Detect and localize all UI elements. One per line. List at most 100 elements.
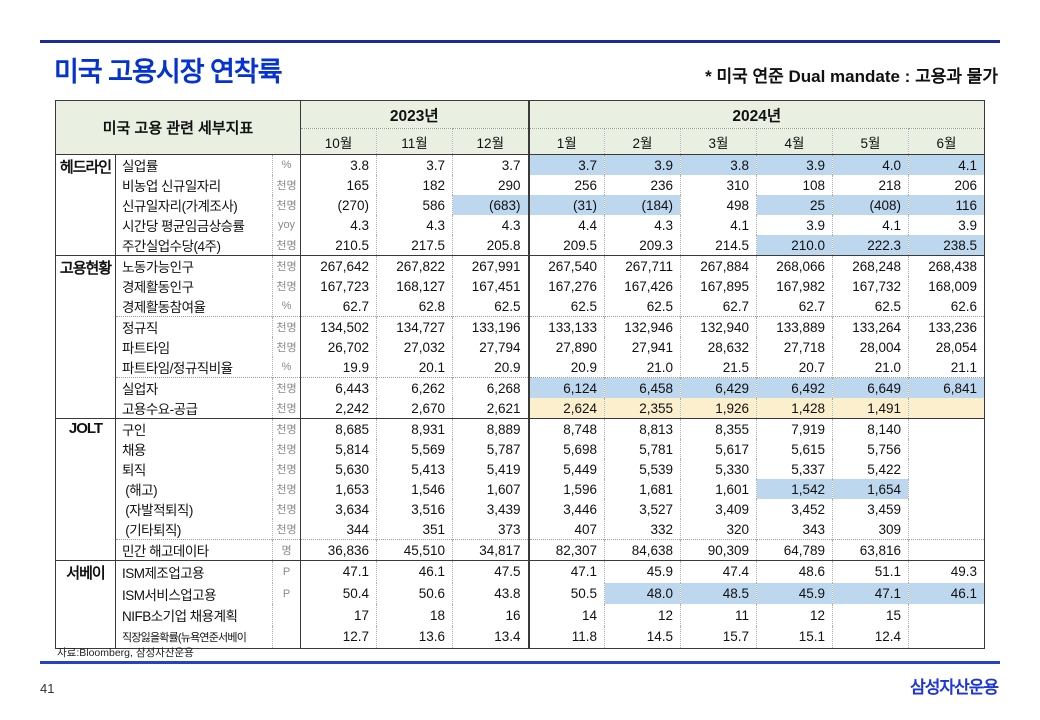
value-cell: 62.7: [680, 296, 757, 317]
page-subtitle: * 미국 연준 Dual mandate : 고용과 물가: [705, 67, 998, 86]
value-cell: 43.8: [452, 582, 529, 605]
value-cell: 5,787: [452, 439, 529, 459]
value-cell: 168,009: [908, 276, 985, 296]
year-header-2023: 2023년: [300, 100, 529, 129]
value-cell: (683): [452, 195, 529, 215]
source-note: 자료:Bloomberg, 삼성자산운용: [57, 647, 194, 659]
value-cell: 45.9: [604, 559, 681, 583]
value-cell: 4.3: [300, 215, 377, 235]
value-cell: 47.1: [832, 582, 909, 605]
indicator-unit: 천명: [271, 235, 301, 256]
value-cell: 3.9: [756, 215, 833, 235]
table-row: 파트타임/정규직비율% 19.9 20.1 20.9 20.9 21.0 21.5 20.7 2…: [56, 357, 985, 378]
table-row: 신규일자리(가계조사) 천명 (270) 586 (683) (31) (184) 498 25…: [56, 195, 985, 215]
value-cell: 3.7: [376, 154, 453, 175]
value-cell: 168,127: [376, 276, 453, 296]
value-cell: 3,439: [452, 499, 529, 519]
indicator-name: 고용수요-공급: [115, 398, 273, 419]
table-row: 비농업 신규일자리 천명 165 182 290 256 236 310 108 218 206: [56, 175, 985, 195]
value-cell: 27,718: [756, 337, 833, 357]
value-cell: 167,982: [756, 276, 833, 296]
value-cell: 62.7: [756, 296, 833, 317]
value-cell: 256: [527, 175, 605, 195]
value-cell: 268,248: [832, 255, 909, 276]
value-cell: 11.8: [527, 626, 605, 649]
value-cell: 25: [756, 195, 833, 215]
value-cell: (31): [527, 195, 605, 215]
value-cell: 15.1: [756, 626, 833, 649]
value-cell: 209.3: [604, 235, 681, 256]
value-cell: 238.5: [908, 235, 985, 256]
value-cell: 1,681: [604, 479, 681, 499]
value-cell: 47.5: [452, 559, 529, 583]
indicator-name: 신규일자리(가계조사): [115, 195, 273, 215]
value-cell: 28,632: [680, 337, 757, 357]
indicator-unit: 천명: [271, 459, 301, 479]
value-cell: 1,428: [756, 398, 833, 419]
table-row: 경제활동참여율% 62.7 62.8 62.5 62.5 62.5 62.7 62.7 62.5…: [56, 296, 985, 317]
value-cell: 1,653: [300, 479, 377, 499]
table-row: 고용현황 노동가능인구 천명 267,642 267,822 267,991 267,540…: [55, 255, 985, 419]
indicator-unit: 천명: [271, 499, 301, 519]
table-row: 고용수요-공급 천명 2,242 2,670 2,621 2,624 2,355 1,926 1…: [56, 398, 985, 419]
value-cell: 6,443: [300, 377, 377, 398]
value-cell: 15: [832, 604, 909, 627]
indicator-unit: P: [271, 582, 301, 605]
indicator-unit: 천명: [271, 398, 301, 419]
month-header: 11월: [376, 128, 453, 155]
value-cell: 28,004: [832, 337, 909, 357]
indicator-unit: 명: [271, 539, 301, 561]
indicator-unit: 천명: [271, 418, 301, 439]
value-cell: [908, 479, 985, 499]
value-cell: 132,940: [680, 316, 757, 337]
value-cell: 48.0: [604, 582, 681, 605]
indicator-name: 비농업 신규일자리: [115, 175, 273, 195]
section-label: 서베이: [55, 560, 116, 649]
indicator-unit: 천명: [271, 337, 301, 357]
table-row: (자발적퇴직) 천명 3,634 3,516 3,439 3,446 3,527 3,409 3…: [56, 499, 985, 519]
value-cell: (270): [300, 195, 377, 215]
value-cell: 5,814: [300, 439, 377, 459]
value-cell: 133,264: [832, 316, 909, 337]
value-cell: 182: [376, 175, 453, 195]
table-row: 주간실업수당(4주) 천명 210.5 217.5 205.8 209.5 209.3 214…: [56, 235, 985, 256]
value-cell: 108: [756, 175, 833, 195]
value-cell: 21.5: [680, 357, 757, 378]
value-cell: [908, 459, 985, 479]
value-cell: 4.3: [452, 215, 529, 235]
month-header: 4월: [756, 128, 833, 155]
value-cell: 49.3: [908, 559, 985, 583]
value-cell: 3.8: [680, 154, 757, 175]
page-title: 미국 고용시장 연착륙: [54, 57, 283, 87]
value-cell: 18: [376, 604, 453, 627]
indicator-name: 파트타임: [115, 337, 273, 357]
value-cell: 21.0: [832, 357, 909, 378]
value-cell: 48.5: [680, 582, 757, 605]
value-cell: 4.3: [604, 215, 681, 235]
section-label: 헤드라인: [55, 154, 116, 256]
top-rule: [40, 40, 1000, 43]
value-cell: (408): [832, 195, 909, 215]
indicator-unit: [271, 626, 301, 649]
value-cell: 2,624: [527, 398, 605, 419]
month-header: 10월: [300, 128, 377, 155]
indicator-unit: 천명: [271, 439, 301, 459]
indicator-unit: 천명: [271, 377, 301, 398]
value-cell: 268,066: [756, 255, 833, 276]
indicator-name: 정규직: [115, 316, 273, 337]
section-label: 고용현황: [55, 255, 116, 419]
value-cell: 3.7: [452, 154, 529, 175]
indicator-name: 경제활동인구: [115, 276, 273, 296]
indicator-name: 실업률: [115, 154, 273, 175]
indicator-unit: 천명: [271, 255, 301, 276]
value-cell: 8,685: [300, 418, 377, 439]
value-cell: 6,429: [680, 377, 757, 398]
value-cell: 167,426: [604, 276, 681, 296]
value-cell: 351: [376, 519, 453, 540]
value-cell: 4.0: [832, 154, 909, 175]
value-cell: 586: [376, 195, 453, 215]
table-row: 파트타임 천명 26,702 27,032 27,794 27,890 27,941 28,6…: [56, 337, 985, 357]
value-cell: 167,895: [680, 276, 757, 296]
value-cell: 3,446: [527, 499, 605, 519]
table-header-years-row: 미국 고용 관련 세부지표 2023년 2024년: [55, 100, 985, 155]
